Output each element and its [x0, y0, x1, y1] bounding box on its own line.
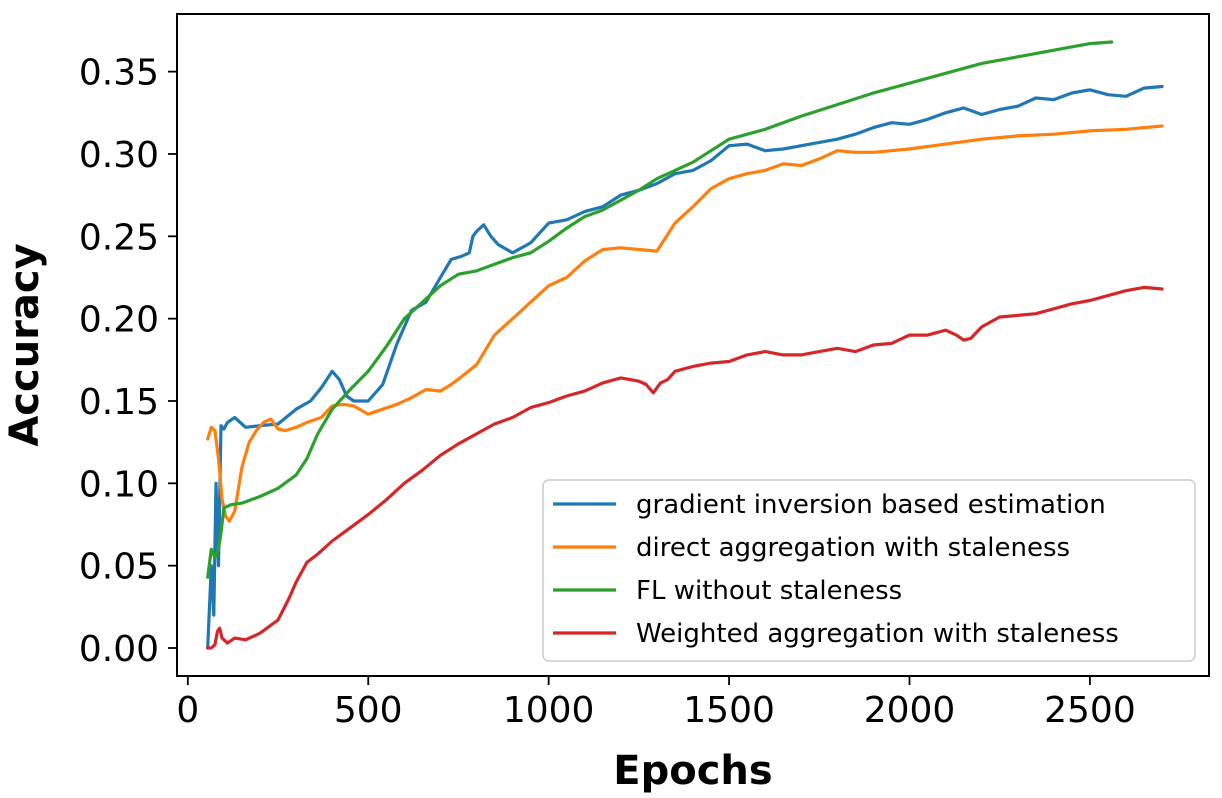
legend-box: [542, 479, 1196, 662]
plot-frame: [176, 13, 1210, 677]
y-tick-label-2: 0.10: [79, 464, 159, 505]
y-tick-label-5: 0.25: [79, 217, 159, 258]
x-tick-label-3: 1500: [683, 690, 775, 731]
series-layer: [206, 40, 1164, 650]
x-axis-title: Epochs: [613, 748, 772, 794]
legend: gradient inversion based estimation dire…: [542, 479, 1196, 662]
x-tick-label-4: 2000: [864, 690, 956, 731]
x-tick-label-1: 500: [334, 690, 403, 731]
series-line-0: [206, 84, 1164, 650]
y-axis: 0.00 0.05 0.10 0.15 0.20 0.25 0.30 0.35: [79, 53, 177, 670]
x-tick-label-0: 0: [176, 690, 199, 731]
x-axis: 0 500 1000 1500 2000 2500: [176, 676, 1136, 731]
y-axis-title: Accuracy: [2, 243, 48, 446]
x-tick-label-5: 2500: [1044, 690, 1136, 731]
series-line-1: [206, 124, 1164, 523]
y-tick-label-4: 0.20: [79, 300, 159, 341]
y-tick-label-7: 0.35: [79, 53, 159, 94]
series-line-3: [206, 285, 1164, 650]
y-tick-label-3: 0.15: [79, 382, 159, 423]
y-tick-label-1: 0.05: [79, 547, 159, 588]
legend-label-3: Weighted aggregation with staleness: [636, 619, 1119, 649]
legend-label-0: gradient inversion based estimation: [636, 490, 1106, 520]
y-tick-label-6: 0.30: [79, 135, 159, 176]
series-line-2: [206, 40, 1114, 579]
legend-label-2: FL without staleness: [636, 576, 902, 606]
legend-label-1: direct aggregation with staleness: [636, 533, 1070, 563]
y-tick-label-0: 0.00: [79, 629, 159, 670]
x-tick-label-2: 1000: [503, 690, 595, 731]
